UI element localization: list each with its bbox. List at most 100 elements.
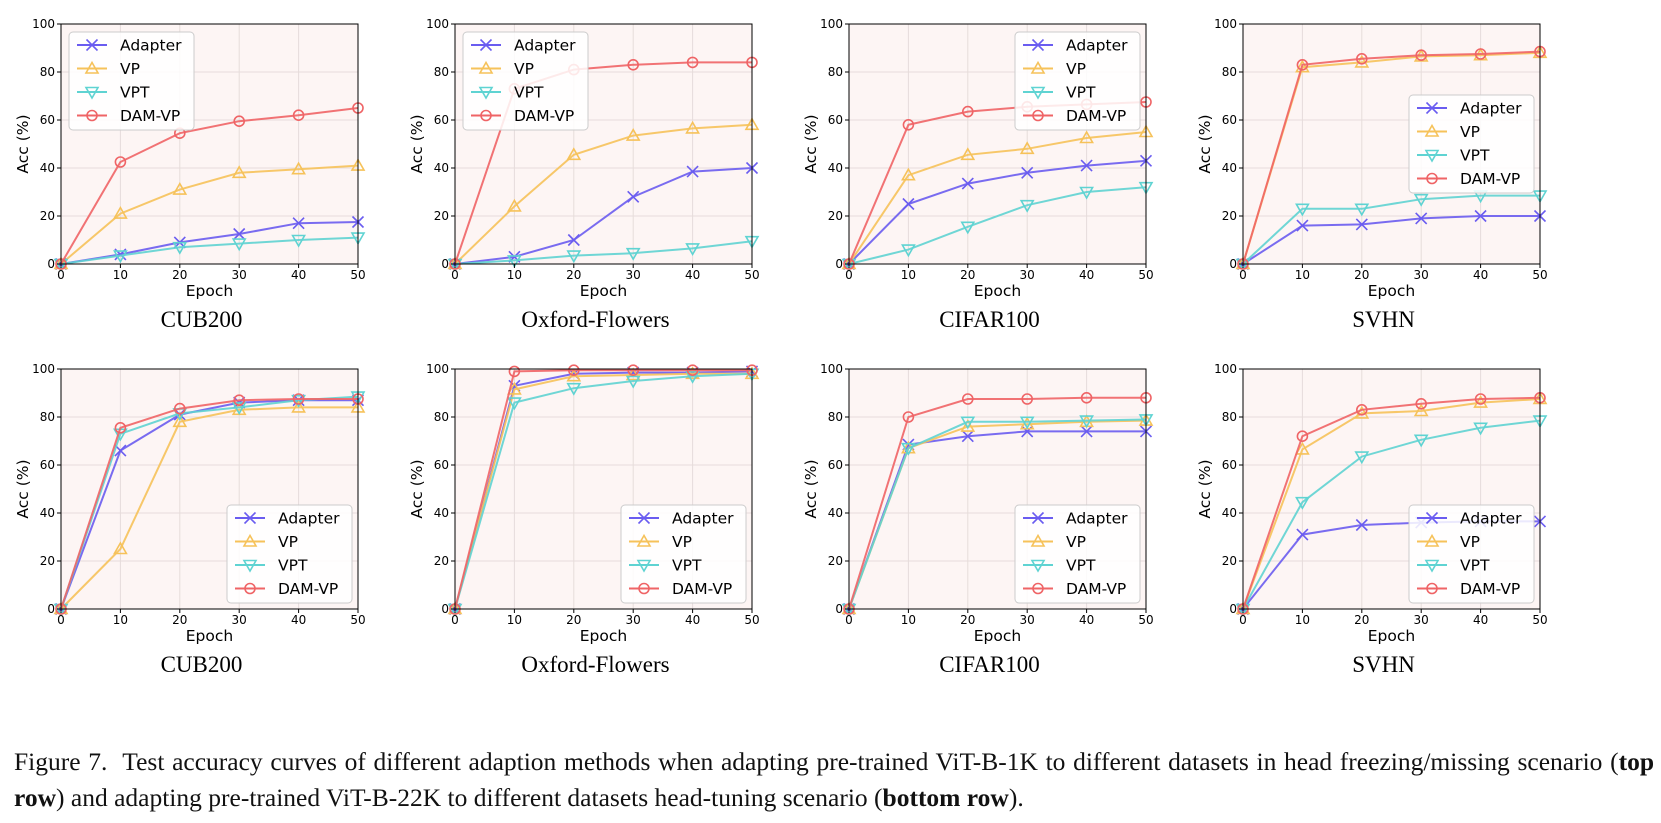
x-axis-label: Epoch — [580, 627, 627, 645]
chart-title: CIFAR100 — [939, 307, 1040, 332]
data-point — [1295, 441, 1310, 455]
caption-label: Figure 7. — [14, 747, 108, 776]
data-point — [231, 165, 247, 179]
data-point — [902, 197, 915, 211]
data-point — [1473, 394, 1488, 408]
y-tick-label: 0 — [835, 602, 843, 616]
data-point — [566, 147, 582, 161]
x-axis-label: Epoch — [186, 282, 233, 300]
series-line — [454, 240, 753, 265]
y-axis-label: Acc (%) — [14, 459, 32, 518]
x-tick-label: 10 — [901, 613, 916, 627]
x-tick-label: 10 — [507, 268, 522, 282]
y-tick-label: 60 — [1222, 113, 1237, 127]
data-point — [1019, 141, 1035, 155]
legend-label: VP — [120, 60, 140, 78]
legend-label: DAM-VP — [1066, 107, 1126, 125]
legend-label: VP — [672, 533, 692, 551]
data-point — [291, 161, 306, 175]
y-tick-label: 20 — [40, 209, 55, 223]
series-line — [454, 369, 752, 610]
legend-marker — [242, 533, 258, 547]
data-point — [1356, 403, 1368, 416]
data-point — [1354, 405, 1370, 419]
data-point — [1021, 393, 1033, 405]
y-tick-label: 80 — [434, 410, 449, 424]
x-tick-label: 40 — [685, 613, 700, 627]
chart-panel: 0 10 20 30 40 50 0 20 40 60 80 100 Epoch Acc (%) Oxfor… — [408, 362, 760, 677]
x-tick-label: 30 — [232, 268, 247, 282]
data-point — [114, 421, 127, 434]
series-line — [60, 406, 358, 610]
chart-title: CIFAR100 — [939, 652, 1040, 677]
y-axis-label: Acc (%) — [802, 114, 820, 173]
series-line — [454, 372, 752, 610]
legend-box — [68, 31, 195, 131]
data-point — [901, 442, 916, 456]
y-tick-label: 20 — [828, 554, 843, 568]
data-point — [961, 430, 974, 443]
data-point — [1354, 451, 1370, 465]
series-line — [848, 430, 1146, 610]
data-point — [1296, 219, 1309, 232]
y-tick-label: 60 — [40, 113, 55, 127]
legend-label: VP — [514, 60, 534, 78]
legend-box — [1408, 94, 1535, 194]
y-tick-label: 100 — [426, 362, 449, 376]
data-point — [1355, 218, 1368, 231]
legend: Adapter VP VPT DAM-VP — [620, 504, 747, 604]
legend-marker — [86, 109, 98, 122]
legend-box — [1408, 504, 1535, 604]
data-point — [566, 382, 582, 396]
data-point — [174, 402, 186, 415]
legend-label: Adapter — [1066, 37, 1128, 55]
data-point — [233, 394, 245, 407]
data-point — [1021, 166, 1034, 179]
y-tick-label: 0 — [1229, 602, 1237, 616]
legend-label: Adapter — [1066, 510, 1128, 528]
legend-label: Adapter — [514, 37, 576, 55]
legend-marker — [1426, 172, 1438, 185]
legend: Adapter VP VPT DAM-VP — [226, 504, 353, 604]
data-point — [1473, 422, 1488, 436]
x-tick-label: 0 — [1239, 268, 1247, 282]
caption-bold-2: bottom row — [882, 783, 1009, 812]
legend-marker — [638, 582, 650, 595]
y-axis-label: Acc (%) — [1196, 459, 1214, 518]
legend-marker — [84, 60, 100, 74]
data-point — [231, 238, 247, 252]
data-point — [1079, 130, 1094, 144]
chart-panel: 0 10 20 30 40 50 0 20 40 60 80 100 Epoch Acc (%) SVHN A… — [1196, 17, 1548, 332]
x-tick-label: 0 — [845, 613, 853, 627]
data-point — [291, 394, 306, 408]
y-tick-label: 60 — [828, 458, 843, 472]
x-tick-label: 10 — [1295, 613, 1310, 627]
legend-label: VPT — [1066, 557, 1096, 575]
data-point — [960, 418, 976, 432]
x-tick-label: 50 — [1532, 613, 1547, 627]
series-line — [848, 159, 1147, 265]
y-tick-label: 40 — [40, 506, 55, 520]
chart-panel: 0 10 20 30 40 50 0 20 40 60 80 100 Epoch Acc (%) Oxfor… — [408, 17, 760, 332]
legend-label: Adapter — [1460, 510, 1522, 528]
legend-marker — [84, 86, 100, 100]
x-tick-label: 10 — [1295, 268, 1310, 282]
y-tick-label: 20 — [434, 554, 449, 568]
y-tick-label: 0 — [47, 257, 55, 271]
legend-label: VP — [1460, 123, 1480, 141]
data-point — [627, 364, 640, 377]
series-line — [60, 107, 359, 265]
x-tick-label: 30 — [1020, 613, 1035, 627]
data-point — [901, 244, 916, 258]
legend-label: Adapter — [120, 37, 182, 55]
series-line — [848, 186, 1147, 265]
y-tick-label: 100 — [820, 17, 843, 31]
data-point — [1413, 193, 1429, 207]
data-point — [292, 393, 305, 405]
x-tick-label: 20 — [960, 613, 975, 627]
legend-label: DAM-VP — [672, 580, 732, 598]
data-point — [961, 105, 974, 118]
x-tick-label: 20 — [960, 268, 975, 282]
data-point — [960, 416, 976, 430]
